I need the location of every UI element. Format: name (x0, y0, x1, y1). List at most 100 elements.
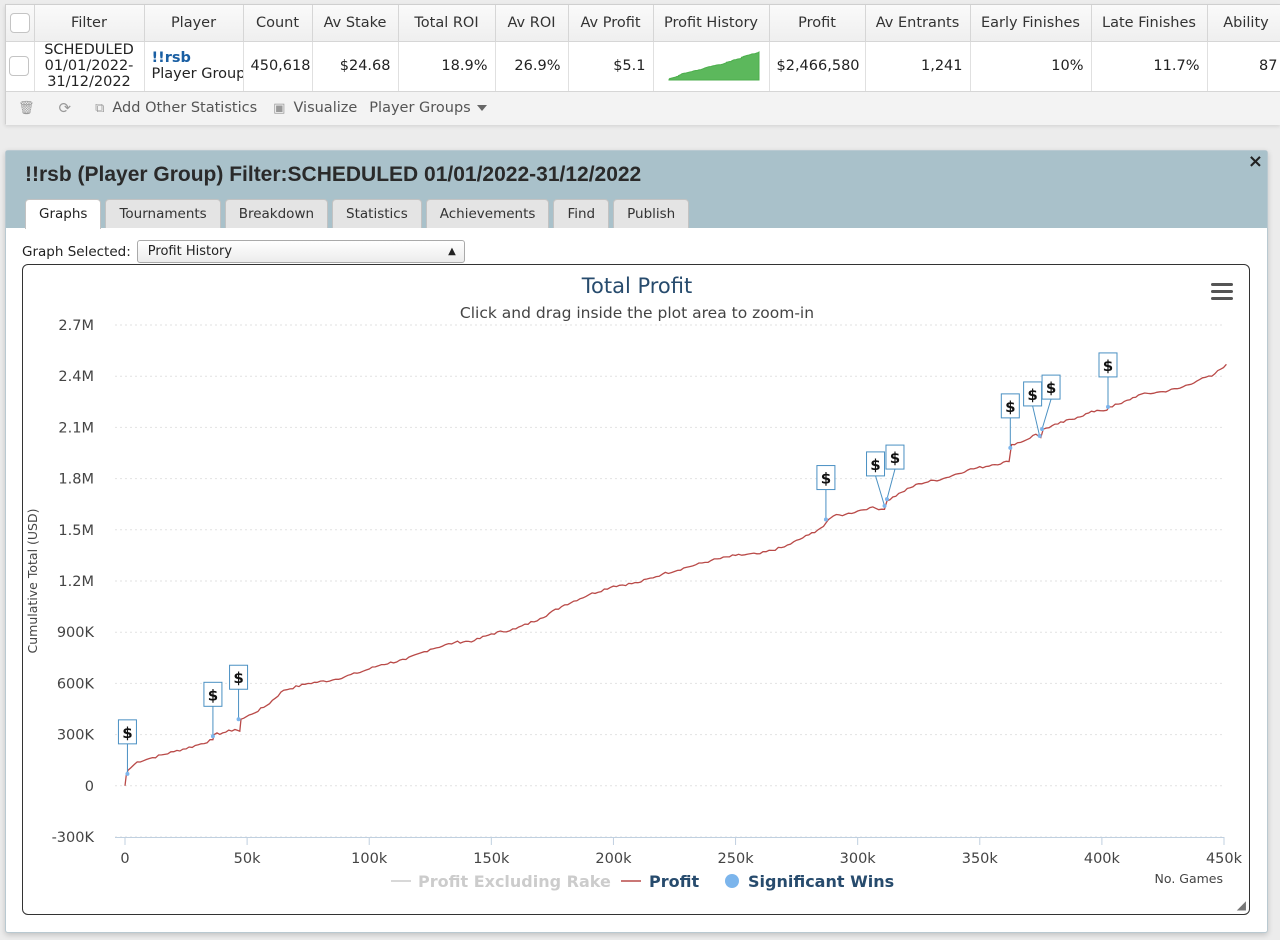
row-checkbox-cell[interactable] (6, 41, 35, 92)
col-header-av-entrants[interactable]: Av Entrants (865, 5, 971, 42)
y-tick-label: 2.7M (58, 318, 94, 334)
significant-win-flag[interactable]: $ (816, 465, 836, 522)
legend-item-significant-wins[interactable]: Significant Wins (725, 872, 894, 891)
trash-icon: 🗑 (18, 100, 35, 116)
x-tick-label: 400k (1084, 851, 1121, 867)
flag-box (866, 451, 886, 477)
significant-win-flag[interactable]: $ (203, 681, 223, 739)
visualize-button[interactable]: ▣ Visualize (273, 100, 357, 116)
col-header-total-roi[interactable]: Total ROI (398, 5, 496, 42)
col-header-av-stake[interactable]: Av Stake (312, 5, 399, 42)
y-tick-label: 0 (85, 779, 94, 795)
image-icon: ▣ (273, 100, 286, 116)
tab-find[interactable]: Find (553, 199, 610, 228)
player-name-link[interactable]: !!rsb (151, 50, 191, 66)
significant-win-flag[interactable]: $ (117, 719, 137, 776)
significant-win-flag[interactable]: $ (1040, 374, 1061, 432)
flag-box (885, 444, 905, 470)
y-tick-label: 2.4M (58, 369, 94, 385)
col-header-count[interactable]: Count (243, 5, 313, 42)
select-all-checkbox-cell[interactable] (6, 5, 35, 42)
flag-label: $ (233, 669, 243, 687)
flag-box (816, 465, 836, 491)
y-tick-label: 300K (57, 728, 95, 744)
flag-label: $ (1046, 379, 1056, 397)
table-header-row: Filter Player Count Av Stake Total ROI A… (6, 5, 1280, 42)
legend-marker-significant-wins (725, 874, 739, 888)
col-header-player[interactable]: Player (144, 5, 244, 42)
cell-profit-history[interactable] (653, 41, 770, 92)
cell-count: 450,618 (243, 41, 313, 92)
significant-win-flag[interactable]: $ (229, 664, 249, 722)
chart-legend: Profit Excluding Rake Profit Significant… (391, 872, 894, 891)
profit-history-sparkline[interactable] (661, 50, 761, 82)
row-checkbox[interactable] (9, 56, 29, 76)
col-header-ability[interactable]: Ability (1207, 5, 1280, 42)
add-other-statistics-button[interactable]: ⧉ Add Other Statistics (95, 100, 257, 116)
cell-player: !!rsb Player Group (144, 41, 244, 92)
significant-win-flag[interactable]: $ (866, 451, 887, 508)
significant-win-flag[interactable]: $ (1023, 381, 1043, 438)
add-other-statistics-label: Add Other Statistics (112, 100, 258, 116)
chevron-down-icon (476, 105, 487, 111)
flag-label: $ (1005, 398, 1015, 416)
menu-bar-3 (1211, 297, 1233, 300)
player-dialog: !!rsb (Player Group) Filter:SCHEDULED 01… (5, 150, 1268, 933)
flag-label: $ (1027, 386, 1037, 404)
flag-box (1000, 393, 1020, 419)
significant-win-point (210, 734, 215, 739)
flag-label: $ (122, 724, 132, 742)
col-header-filter[interactable]: Filter (34, 5, 145, 42)
col-header-profit[interactable]: Profit (769, 5, 866, 42)
col-header-profit-history[interactable]: Profit History (653, 5, 770, 42)
significant-win-point (882, 503, 887, 508)
filter-line-1: SCHEDULED (44, 42, 134, 58)
significant-win-point (1040, 427, 1045, 432)
y-tick-label: 900K (57, 625, 95, 641)
significant-win-flag[interactable]: $ (1098, 352, 1118, 409)
col-header-late-finishes[interactable]: Late Finishes (1091, 5, 1208, 42)
col-header-early-finishes[interactable]: Early Finishes (970, 5, 1092, 42)
close-icon[interactable]: × (1247, 151, 1263, 172)
grid-lines (115, 324, 1224, 838)
y-tick-label: 1.2M (58, 574, 94, 590)
resize-grip-icon[interactable]: ◢ (1236, 898, 1246, 912)
dialog-header: !!rsb (Player Group) Filter:SCHEDULED 01… (6, 151, 1267, 229)
y-tick-label: 1.5M (58, 523, 94, 539)
tab-achievements[interactable]: Achievements (425, 199, 550, 228)
significant-win-point (1008, 445, 1013, 450)
graph-select[interactable]: Profit History ▲ (136, 240, 465, 263)
legend-item-profit-excl-rake[interactable]: Profit Excluding Rake (391, 872, 611, 891)
significant-win-flag[interactable]: $ (1000, 393, 1020, 450)
col-header-av-profit[interactable]: Av Profit (568, 5, 654, 42)
results-table: Filter Player Count Av Stake Total ROI A… (6, 5, 1280, 92)
tab-graphs[interactable]: Graphs (25, 199, 102, 229)
select-all-checkbox[interactable] (10, 12, 30, 33)
table-row[interactable]: SCHEDULED 01/01/2022- 31/12/2022 !!rsb P… (6, 41, 1280, 92)
player-type: Player Group (151, 66, 243, 82)
tab-publish[interactable]: Publish (613, 199, 690, 228)
delete-button[interactable]: 🗑 (18, 101, 43, 116)
tab-tournaments[interactable]: Tournaments (105, 199, 221, 228)
legend-item-profit[interactable]: Profit (621, 872, 699, 891)
cell-av-profit: $5.1 (568, 41, 654, 92)
col-header-av-roi[interactable]: Av ROI (495, 5, 569, 42)
flag-box (203, 681, 223, 707)
y-tick-label: 1.8M (58, 472, 94, 488)
filter-line-2: 01/01/2022- (44, 58, 134, 74)
cell-filter: SCHEDULED 01/01/2022- 31/12/2022 (34, 41, 145, 92)
significant-win-flag[interactable]: $ (884, 444, 905, 502)
x-axis-ticks: 0 50k 100k 150k 200k 250k 300k 350k 400k 450k (120, 837, 1243, 867)
filter-line-3: 31/12/2022 (47, 74, 131, 90)
profit-chart[interactable]: Total Profit Click and drag inside the p… (23, 265, 1250, 915)
results-panel: Filter Player Count Av Stake Total ROI A… (5, 4, 1280, 125)
refresh-button[interactable]: ⟳ (59, 99, 80, 117)
player-groups-dropdown[interactable]: Player Groups (369, 100, 487, 116)
menu-icon[interactable] (1211, 283, 1233, 300)
flag-label: $ (890, 449, 900, 467)
x-axis-label: No. Games (1155, 871, 1223, 886)
tab-breakdown[interactable]: Breakdown (224, 199, 329, 228)
flag-label: $ (870, 456, 880, 474)
tab-statistics[interactable]: Statistics (332, 199, 422, 228)
significant-win-point (884, 497, 889, 502)
